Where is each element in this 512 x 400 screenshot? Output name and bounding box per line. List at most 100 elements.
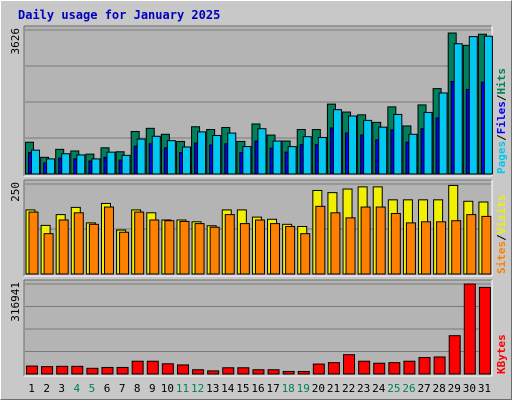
day-tick-label: 6 (104, 382, 111, 395)
pages-bar (453, 43, 463, 175)
sites-bar (421, 221, 432, 275)
sites-bar (254, 219, 265, 275)
day-tick-label: 24 (372, 382, 386, 395)
kbytes-bar (343, 354, 356, 375)
pages-bar (91, 158, 101, 175)
kbytes-bar (358, 360, 371, 375)
sites-bar (73, 212, 84, 275)
kbytes-bar (222, 367, 235, 375)
pages-bar (197, 131, 207, 175)
kbytes-bar (207, 370, 220, 375)
legend-separator: / (495, 234, 508, 241)
sites-bar (88, 223, 99, 275)
kbytes-bar (146, 360, 159, 375)
requests-ymax-label: 3626 (9, 28, 22, 55)
kbytes-bar (252, 369, 265, 375)
kbytes-bar (403, 360, 416, 375)
pages-bar (257, 128, 267, 175)
sites-bar (119, 231, 130, 275)
day-tick-label: 4 (74, 382, 81, 395)
pages-bar (227, 132, 237, 175)
kbytes-bar (433, 356, 446, 375)
day-tick-label: 17 (266, 382, 279, 395)
pages-bar (272, 140, 282, 175)
day-tick-label: 26 (402, 382, 415, 395)
kbytes-bar (26, 365, 38, 375)
kbytes-ymax-label: 316941 (9, 282, 22, 322)
pages-bar (76, 154, 86, 175)
kbytes-bar (86, 367, 99, 375)
visitors-legend: Sites/Visits (495, 195, 508, 275)
day-tick-label: 18 (282, 382, 295, 395)
day-tick-label: 21 (327, 382, 340, 395)
sites-bar (194, 223, 205, 275)
day-tick-label: 16 (251, 382, 264, 395)
day-tick-label: 12 (191, 382, 204, 395)
day-tick-label: 20 (312, 382, 325, 395)
day-tick-label: 7 (119, 382, 126, 395)
sites-bar (239, 223, 250, 275)
day-tick-label: 13 (206, 382, 219, 395)
legend-entry-pages: Pages (495, 141, 508, 174)
kbytes-bar (327, 362, 340, 375)
pages-bar (212, 134, 222, 175)
day-tick-label: 14 (221, 382, 235, 395)
pages-bar (332, 109, 342, 175)
pages-bar (423, 111, 433, 175)
sites-bar (285, 225, 296, 275)
pages-bar (61, 153, 71, 175)
kbytes-legend: KBytes (495, 334, 508, 374)
sites-bar (58, 219, 69, 275)
day-tick-label: 3 (58, 382, 65, 395)
day-tick-label: 28 (433, 382, 446, 395)
sites-bar (345, 217, 356, 275)
day-tick-label: 23 (357, 382, 370, 395)
sites-bar (270, 223, 281, 275)
day-tick-label: 31 (478, 382, 491, 395)
kbytes-bar (71, 365, 84, 375)
day-tick-label: 8 (134, 382, 141, 395)
visitors-ymax-label: 250 (9, 182, 22, 202)
kbytes-bar (463, 283, 476, 375)
kbytes-bar (41, 366, 54, 375)
kbytes-bar (282, 370, 295, 375)
sites-bar (481, 215, 492, 275)
kbytes-bar (192, 369, 205, 375)
pages-bar (408, 133, 418, 175)
sites-bar (28, 211, 39, 275)
requests-legend: Pages/Files/Hits (495, 68, 508, 174)
day-tick-label: 1 (28, 382, 35, 395)
pages-bar (46, 158, 56, 175)
pages-bar (438, 92, 448, 175)
kbytes-bar (237, 367, 250, 375)
sites-bar (390, 213, 401, 275)
legend-entry-kbytes: KBytes (495, 334, 508, 374)
kbytes-bar (176, 364, 189, 375)
sites-bar (315, 205, 326, 275)
sites-bar (300, 233, 311, 275)
sites-bar (43, 233, 54, 275)
day-tick-label: 25 (387, 382, 400, 395)
legend-separator: / (495, 94, 508, 101)
pages-bar (363, 119, 373, 175)
sites-bar (436, 221, 447, 275)
kbytes-bar (297, 370, 310, 375)
pages-bar (31, 149, 40, 175)
day-tick-label: 29 (448, 382, 461, 395)
kbytes-bar (478, 286, 491, 375)
pages-bar (106, 151, 116, 175)
page-title: Daily usage for January 2025 (18, 8, 221, 22)
sites-bar (134, 211, 145, 275)
day-tick-label: 19 (297, 382, 310, 395)
pages-bar (151, 135, 161, 175)
kbytes-bar (418, 357, 431, 375)
pages-bar (287, 146, 297, 175)
sites-bar (451, 220, 462, 275)
legend-entry-sites: Sites (495, 241, 508, 274)
sites-bar (179, 220, 190, 275)
legend-entry-files: Files (495, 101, 508, 134)
day-tick-label: 27 (417, 382, 430, 395)
day-tick-label: 5 (89, 382, 96, 395)
day-tick-label: 30 (463, 382, 476, 395)
